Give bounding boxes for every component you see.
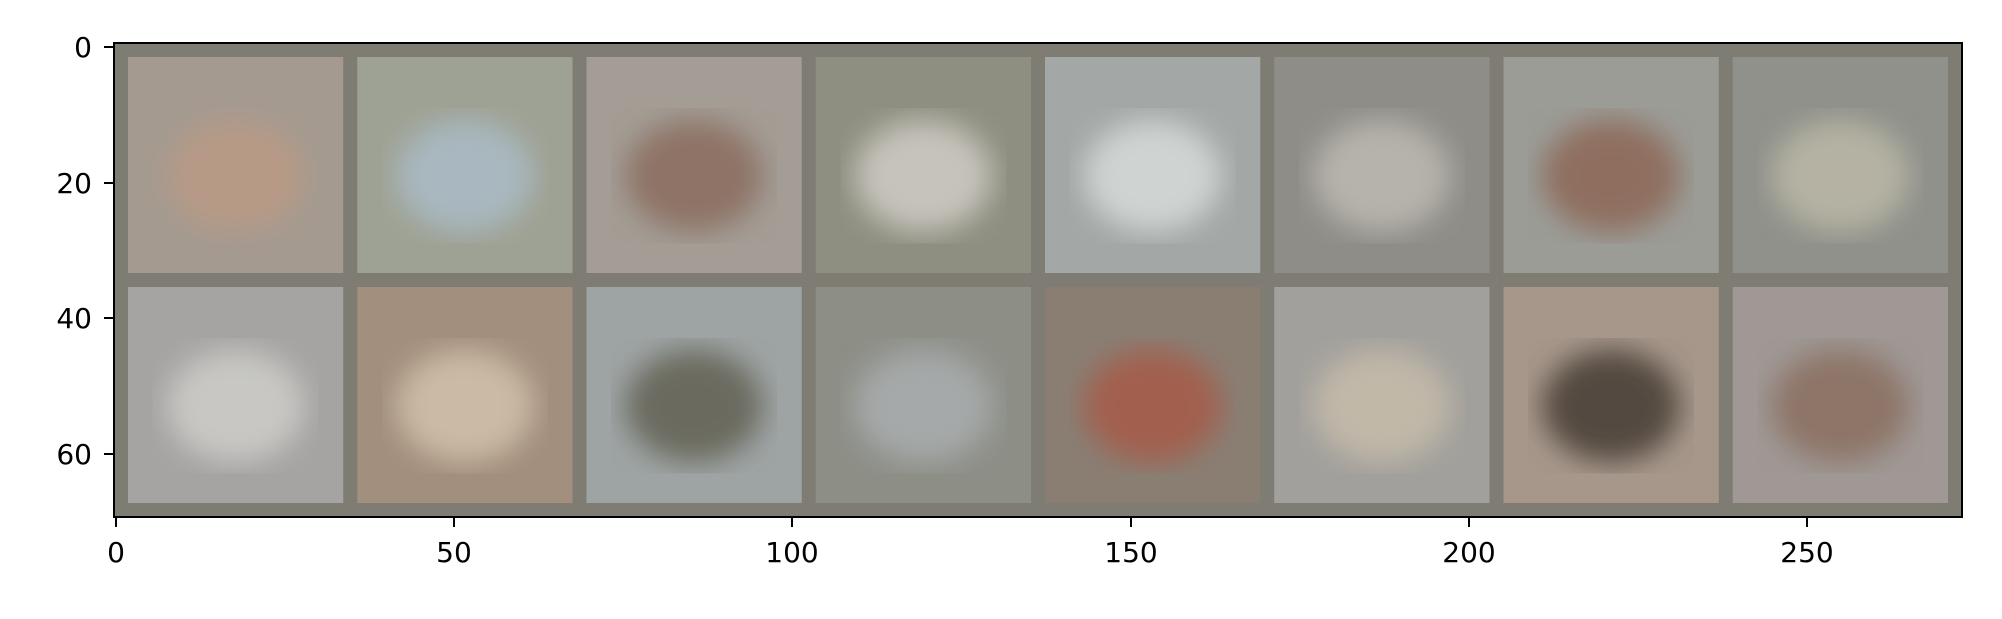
- image-tile: [1274, 57, 1490, 273]
- x-tick: 250: [1780, 517, 1834, 569]
- y-tick: 20: [56, 167, 114, 200]
- image-area: [114, 43, 1962, 517]
- x-tick: 0: [107, 517, 125, 569]
- x-tick-label: 150: [1104, 536, 1157, 569]
- x-tick: 200: [1442, 517, 1496, 569]
- image-tile: [128, 57, 344, 273]
- image-tile: [1045, 287, 1261, 503]
- image-tile: [815, 57, 1031, 273]
- x-tick: 150: [1104, 517, 1158, 569]
- y-tick: 60: [56, 438, 114, 471]
- image-tile: [1503, 57, 1719, 273]
- y-tick-label: 40: [56, 302, 92, 335]
- x-tick-label: 0: [107, 536, 125, 569]
- x-tick: 100: [765, 517, 819, 569]
- x-tick-label: 50: [436, 536, 472, 569]
- image-tile: [357, 287, 573, 503]
- image-tile: [128, 287, 344, 503]
- y-tick-label: 0: [74, 31, 92, 64]
- image-tile: [1732, 57, 1948, 273]
- y-tick-label: 20: [56, 167, 92, 200]
- axes-frame: [113, 42, 1963, 518]
- x-tick-label: 250: [1780, 536, 1833, 569]
- image-tile: [357, 57, 573, 273]
- image-tile: [1732, 287, 1948, 503]
- x-axis: 0 50 100 150 200 250: [107, 517, 1834, 569]
- y-tick: 0: [74, 31, 114, 64]
- x-tick: 50: [436, 517, 472, 569]
- image-tile: [586, 287, 802, 503]
- image-tile: [586, 57, 802, 273]
- x-tick-label: 100: [765, 536, 818, 569]
- y-tick: 40: [56, 302, 114, 335]
- image-tile: [1503, 287, 1719, 503]
- y-axis: 0 20 40 60: [56, 31, 114, 471]
- x-tick-label: 200: [1442, 536, 1495, 569]
- image-tile: [815, 287, 1031, 503]
- image-tile: [1274, 287, 1490, 503]
- image-tile: [1045, 57, 1261, 273]
- y-tick-label: 60: [56, 438, 92, 471]
